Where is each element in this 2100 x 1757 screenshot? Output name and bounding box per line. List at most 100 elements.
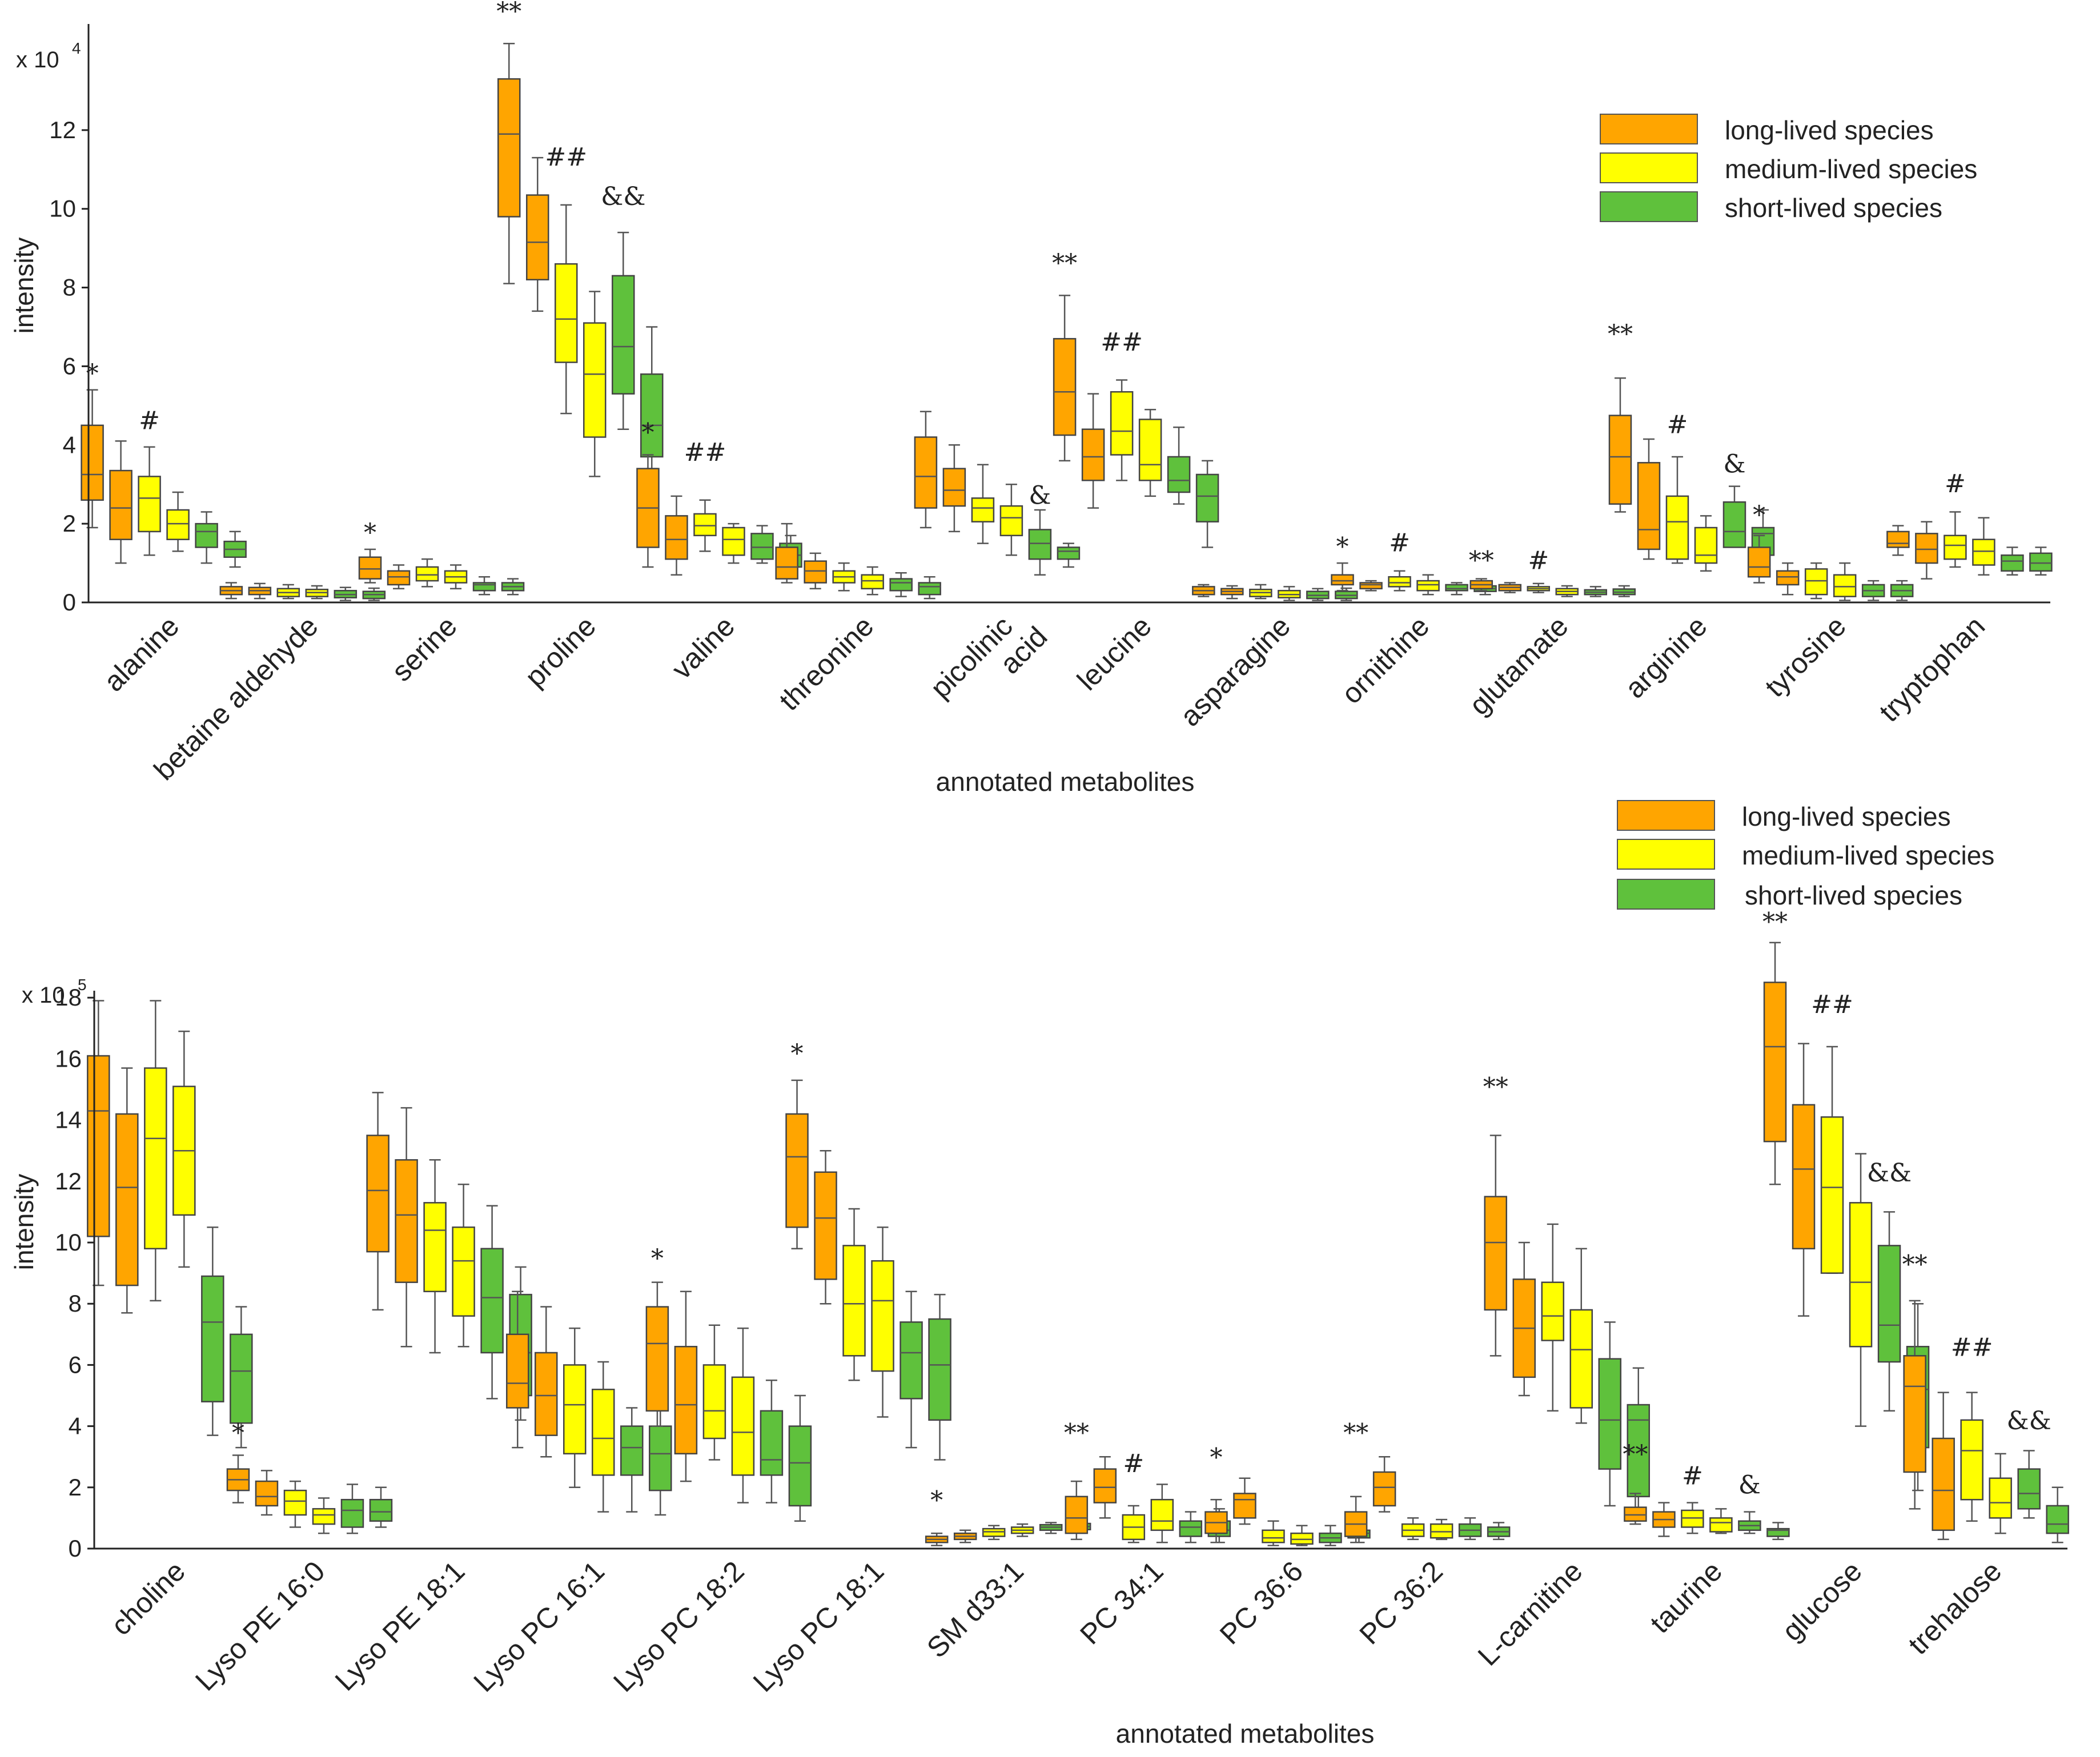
box-short	[1598, 1321, 1621, 1507]
box-short	[760, 1379, 784, 1503]
significance-mark: #	[1528, 546, 1549, 575]
category-group: ** # glutamate	[1463, 546, 1636, 721]
box-body	[612, 275, 635, 395]
box-short	[362, 587, 386, 601]
top-legend-label-medium: medium-lived species	[1725, 154, 1977, 184]
category-label-line: taurine	[1644, 1555, 1728, 1639]
box-medium	[1010, 1523, 1034, 1537]
box-short	[1738, 1511, 1761, 1534]
box-body	[665, 515, 688, 560]
box-body	[1960, 1419, 1983, 1501]
significance-mark: #	[1123, 1449, 1144, 1478]
bottom-legend-swatch-long	[1617, 800, 1715, 831]
box-long	[785, 1079, 809, 1249]
category-label: ornithine	[1335, 610, 1435, 710]
box-medium	[555, 204, 578, 415]
box-body	[1110, 391, 1134, 456]
box-body	[144, 1067, 167, 1249]
category-label-line: alanine	[98, 610, 186, 698]
category-label-line: glutamate	[1463, 610, 1575, 721]
box-medium	[1138, 409, 1162, 497]
box-short	[1766, 1522, 1790, 1541]
box-long	[1637, 438, 1661, 560]
box-body	[918, 582, 941, 596]
significance-mark: **	[1608, 320, 1633, 349]
box-body	[871, 1260, 894, 1372]
box-medium	[832, 562, 856, 592]
category-label: serine	[386, 610, 463, 687]
box-body	[1331, 574, 1354, 586]
box-body	[1430, 1523, 1453, 1539]
box-body	[620, 1425, 644, 1476]
box-body	[2001, 554, 2024, 572]
box-body	[592, 1389, 615, 1476]
category-label: L-carnitine	[1472, 1555, 1589, 1672]
box-short	[1195, 460, 1219, 548]
box-body	[1694, 526, 1718, 564]
box-short	[889, 572, 913, 597]
box-body	[115, 1113, 139, 1286]
category-label: glutamate	[1463, 610, 1575, 721]
box-medium	[1694, 515, 1718, 572]
box-long	[497, 42, 521, 284]
box-body	[1665, 495, 1689, 560]
box-body	[649, 1425, 672, 1491]
category-group: *#alanine	[81, 359, 247, 698]
box-body	[1445, 584, 1468, 592]
box-short	[1057, 542, 1081, 568]
box-body	[1776, 570, 1800, 586]
box-long	[87, 1000, 110, 1286]
box-body	[1709, 1517, 1733, 1533]
box-short	[230, 1306, 253, 1449]
category-label-line: proline	[519, 610, 602, 693]
box-long	[814, 1149, 837, 1305]
box-body	[693, 513, 717, 537]
box-body	[1598, 1358, 1621, 1470]
box-medium	[283, 1480, 307, 1528]
box-body	[645, 1306, 669, 1412]
box-medium	[1249, 584, 1272, 600]
category-label: PC 36:6	[1214, 1555, 1309, 1650]
box-body	[452, 1226, 475, 1317]
box-body	[1849, 1202, 1873, 1348]
box-medium	[999, 483, 1023, 556]
box-long	[914, 411, 938, 529]
box-body	[928, 1318, 951, 1421]
box-short	[640, 326, 664, 469]
box-body	[999, 505, 1023, 537]
category-label-line: Lyso PC 18:1	[747, 1555, 890, 1698]
box-long	[535, 1306, 558, 1458]
box-body	[914, 436, 938, 509]
category-label: trehalose	[1902, 1555, 2007, 1660]
box-body	[1681, 1509, 1704, 1528]
box-body	[1028, 529, 1052, 560]
box-body	[900, 1321, 923, 1400]
y-tick-label: 6	[69, 1351, 82, 1378]
box-short	[1039, 1522, 1063, 1534]
y-tick-label: 10	[49, 195, 76, 222]
category-label: taurine	[1644, 1555, 1728, 1639]
significance-mark: &&	[1867, 1159, 1912, 1188]
category-group: asparagine	[1174, 584, 1358, 733]
y-tick-label: 12	[55, 1168, 82, 1195]
box-long	[1624, 1493, 1647, 1525]
box-short	[1306, 588, 1330, 601]
category-label: alanine	[98, 610, 186, 698]
box-body	[1416, 580, 1440, 592]
box-long	[1915, 521, 1938, 580]
category-group: ** # PC 34:1	[1064, 1418, 1231, 1651]
box-body	[358, 556, 382, 580]
box-long	[645, 1281, 669, 1427]
box-medium	[731, 1327, 755, 1503]
box-short	[928, 1293, 951, 1461]
category-group: * PC 36:6	[1204, 1443, 1371, 1651]
box-body	[472, 582, 496, 592]
category-label: arginine	[1619, 610, 1713, 704]
box-body	[1915, 533, 1938, 564]
box-medium	[1430, 1518, 1453, 1541]
top-legend-label-short: short-lived species	[1725, 193, 1942, 223]
box-body	[1057, 546, 1081, 560]
box-short	[369, 1486, 393, 1528]
box-body	[804, 560, 827, 584]
